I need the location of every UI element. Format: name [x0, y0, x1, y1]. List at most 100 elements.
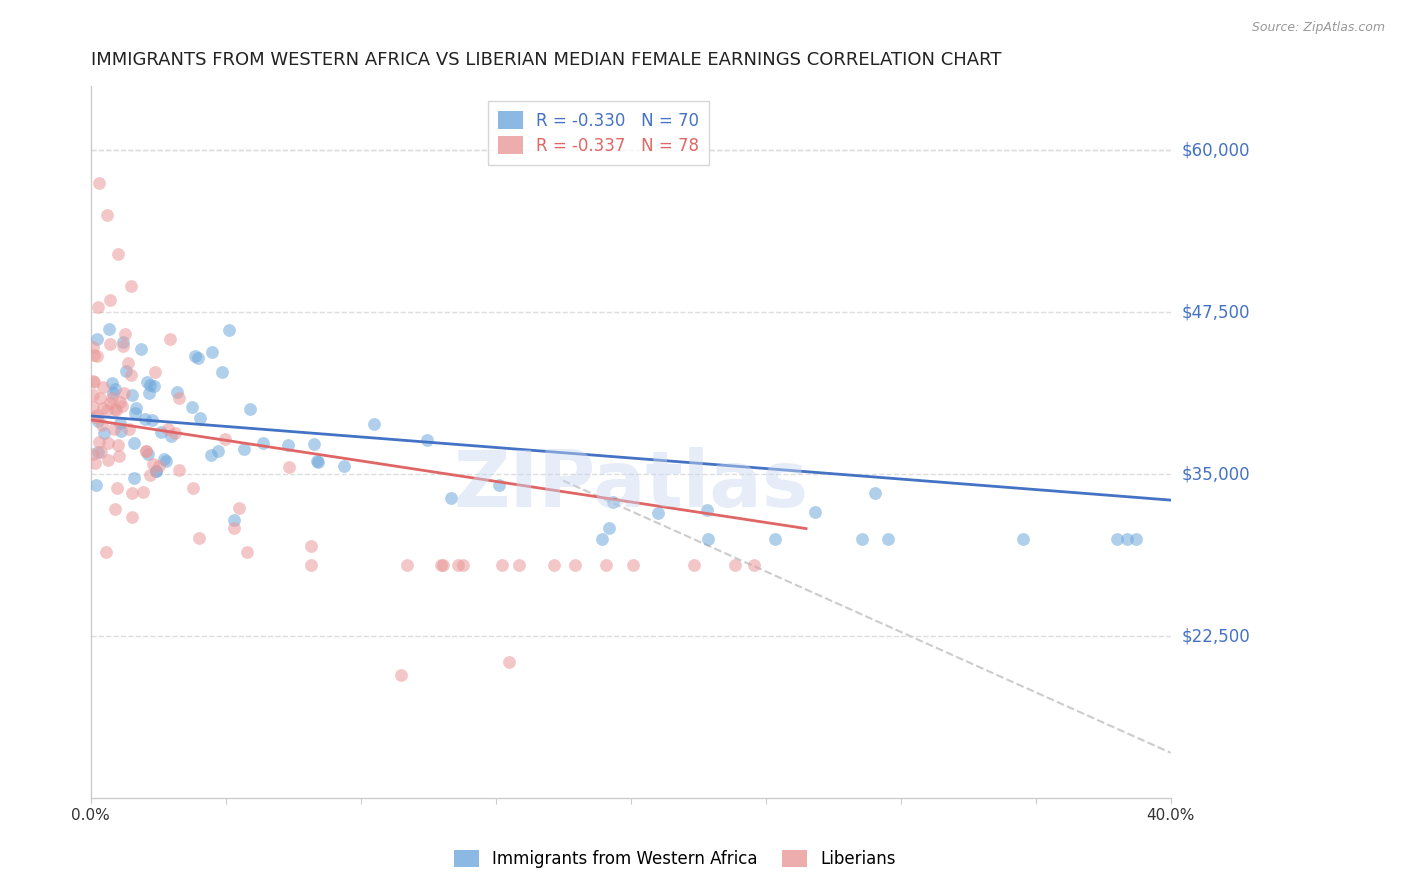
- Point: [122, 435, 145, 450]
- Point: [188, 411, 211, 425]
- Point: [491, 558, 513, 572]
- Point: [430, 558, 453, 572]
- Point: [121, 388, 143, 402]
- Point: [155, 454, 177, 468]
- Point: [96, 402, 118, 417]
- Point: [120, 368, 142, 382]
- Point: [86, 349, 108, 363]
- Point: [307, 454, 329, 468]
- Point: [82, 400, 104, 414]
- Point: [104, 402, 127, 417]
- Point: [389, 668, 412, 682]
- Point: [188, 531, 211, 545]
- Point: [152, 452, 174, 467]
- Point: [184, 349, 207, 363]
- Point: [697, 532, 720, 546]
- Point: [110, 424, 132, 438]
- Point: [112, 385, 135, 400]
- Point: [451, 558, 474, 572]
- Point: [804, 504, 827, 518]
- Point: [156, 422, 179, 436]
- Point: [143, 365, 166, 379]
- Point: [107, 438, 129, 452]
- Point: [299, 558, 322, 572]
- Point: [1107, 532, 1129, 546]
- Point: [440, 491, 463, 505]
- Point: [115, 364, 138, 378]
- Point: [125, 401, 148, 415]
- Point: [166, 384, 188, 399]
- Point: [488, 478, 510, 492]
- Point: [1125, 532, 1147, 546]
- Point: [82, 447, 104, 461]
- Point: [120, 279, 142, 293]
- Point: [595, 558, 617, 572]
- Point: [301, 539, 323, 553]
- Point: [83, 348, 105, 362]
- Point: [621, 558, 644, 572]
- Point: [187, 351, 209, 366]
- Point: [763, 532, 786, 546]
- Point: [111, 334, 134, 349]
- Point: [139, 378, 162, 392]
- Point: [89, 392, 111, 406]
- Text: $22,500: $22,500: [1181, 627, 1250, 645]
- Point: [83, 376, 105, 390]
- Point: [363, 417, 385, 431]
- Point: [222, 513, 245, 527]
- Point: [447, 558, 470, 572]
- Point: [307, 454, 329, 468]
- Point: [93, 380, 115, 394]
- Point: [138, 386, 160, 401]
- Point: [1012, 532, 1035, 546]
- Point: [121, 486, 143, 500]
- Point: [121, 510, 143, 524]
- Legend: R = -0.330   N = 70, R = -0.337   N = 78: R = -0.330 N = 70, R = -0.337 N = 78: [488, 101, 709, 165]
- Text: IMMIGRANTS FROM WESTERN AFRICA VS LIBERIAN MEDIAN FEMALE EARNINGS CORRELATION CH: IMMIGRANTS FROM WESTERN AFRICA VS LIBERI…: [90, 51, 1001, 69]
- Point: [239, 401, 262, 416]
- Point: [877, 532, 900, 546]
- Point: [851, 532, 873, 546]
- Text: ZIPatlas: ZIPatlas: [453, 447, 808, 523]
- Point: [129, 342, 152, 356]
- Point: [84, 410, 107, 425]
- Point: [1116, 532, 1139, 546]
- Point: [396, 558, 419, 572]
- Point: [87, 300, 110, 314]
- Point: [602, 495, 624, 509]
- Legend: Immigrants from Western Africa, Liberians: Immigrants from Western Africa, Liberian…: [447, 843, 903, 875]
- Text: $47,500: $47,500: [1181, 303, 1250, 321]
- Point: [103, 385, 125, 400]
- Point: [98, 293, 121, 308]
- Point: [218, 323, 240, 337]
- Point: [724, 558, 747, 572]
- Point: [93, 425, 115, 440]
- Point: [201, 345, 224, 359]
- Point: [165, 425, 187, 440]
- Point: [498, 655, 520, 669]
- Point: [139, 467, 162, 482]
- Point: [111, 399, 134, 413]
- Point: [416, 433, 439, 447]
- Point: [134, 412, 156, 426]
- Point: [96, 435, 118, 450]
- Point: [159, 332, 181, 346]
- Point: [108, 416, 131, 430]
- Point: [124, 471, 146, 485]
- Point: [86, 445, 108, 459]
- Point: [142, 458, 165, 472]
- Point: [564, 558, 586, 572]
- Point: [200, 448, 222, 462]
- Point: [233, 442, 256, 456]
- Point: [101, 391, 124, 405]
- Point: [278, 460, 301, 475]
- Point: [87, 176, 110, 190]
- Point: [543, 558, 565, 572]
- Point: [82, 374, 104, 388]
- Point: [145, 464, 167, 478]
- Point: [591, 532, 613, 546]
- Point: [683, 558, 706, 572]
- Point: [332, 459, 354, 474]
- Point: [136, 375, 159, 389]
- Point: [82, 388, 104, 402]
